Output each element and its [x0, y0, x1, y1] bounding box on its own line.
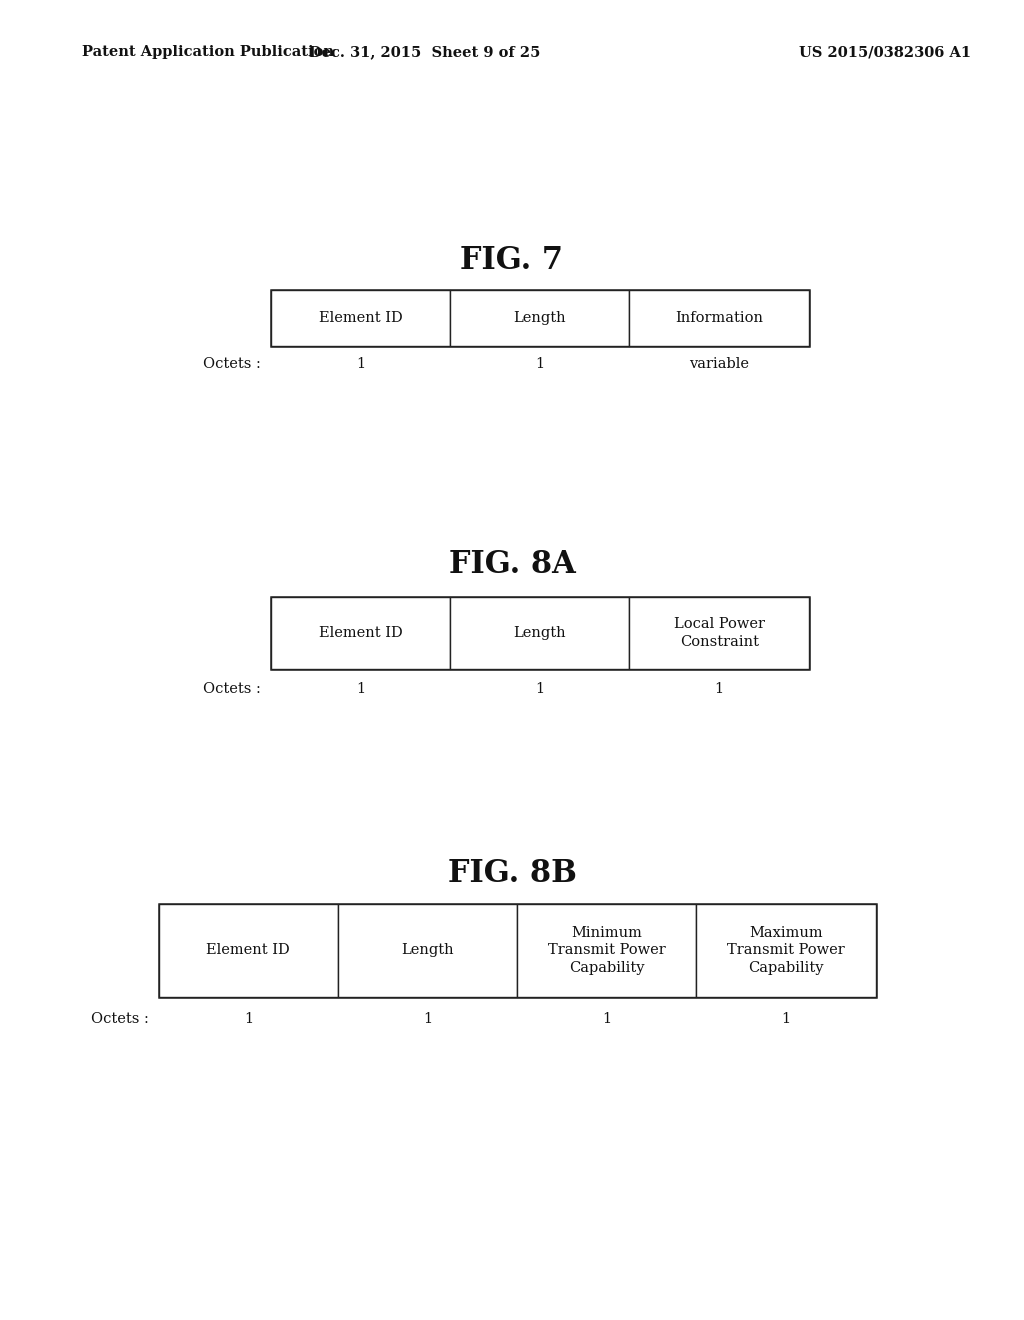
Text: 1: 1 — [244, 1012, 253, 1026]
Text: Octets :: Octets : — [90, 1012, 148, 1026]
Bar — [271, 597, 451, 669]
Text: Information: Information — [675, 312, 763, 325]
Bar — [696, 904, 876, 997]
Bar — [338, 904, 517, 997]
Text: Patent Application Publication: Patent Application Publication — [82, 45, 334, 59]
Text: 1: 1 — [356, 682, 366, 696]
Text: Length: Length — [514, 312, 566, 325]
Bar — [451, 597, 630, 669]
Text: Element ID: Element ID — [207, 944, 290, 957]
Bar — [630, 597, 809, 669]
Text: Minimum
Transmit Power
Capability: Minimum Transmit Power Capability — [548, 927, 666, 974]
Text: Maximum
Transmit Power
Capability: Maximum Transmit Power Capability — [727, 927, 845, 974]
Bar — [159, 904, 338, 997]
Text: Length: Length — [401, 944, 454, 957]
Text: Element ID: Element ID — [319, 626, 402, 640]
Bar — [271, 597, 809, 669]
Text: 1: 1 — [715, 682, 724, 696]
Text: FIG. 8A: FIG. 8A — [449, 549, 575, 581]
Text: 1: 1 — [602, 1012, 611, 1026]
Bar — [451, 290, 630, 346]
Bar — [517, 904, 696, 997]
Text: Local Power
Constraint: Local Power Constraint — [674, 618, 765, 648]
Text: 1: 1 — [423, 1012, 432, 1026]
Text: Length: Length — [514, 626, 566, 640]
Text: FIG. 7: FIG. 7 — [461, 244, 563, 276]
Text: 1: 1 — [781, 1012, 791, 1026]
Text: variable: variable — [689, 358, 750, 371]
Bar — [630, 290, 809, 346]
Bar — [271, 290, 451, 346]
Text: US 2015/0382306 A1: US 2015/0382306 A1 — [799, 45, 971, 59]
Bar — [271, 290, 809, 346]
Text: Element ID: Element ID — [319, 312, 402, 325]
Text: Octets :: Octets : — [203, 358, 261, 371]
Text: Dec. 31, 2015  Sheet 9 of 25: Dec. 31, 2015 Sheet 9 of 25 — [309, 45, 541, 59]
Bar — [159, 904, 876, 997]
Text: 1: 1 — [356, 358, 366, 371]
Text: 1: 1 — [536, 358, 545, 371]
Text: Octets :: Octets : — [203, 682, 261, 696]
Text: 1: 1 — [536, 682, 545, 696]
Text: FIG. 8B: FIG. 8B — [447, 858, 577, 890]
